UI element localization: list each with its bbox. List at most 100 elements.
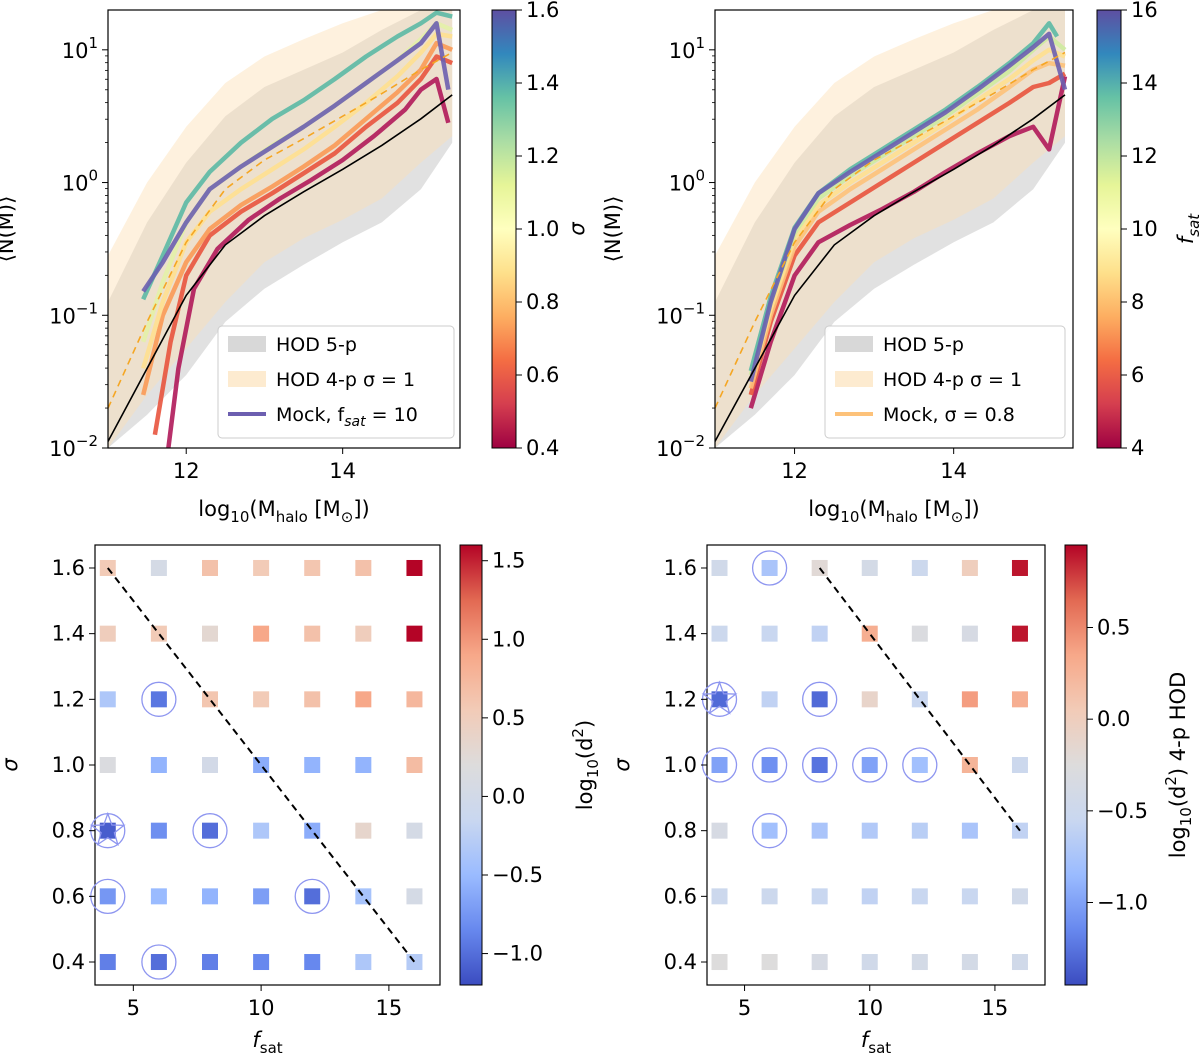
legend-label: HOD 5-p: [883, 334, 964, 356]
heatmap-cell: [711, 559, 728, 576]
heatmap-cell: [1011, 625, 1028, 642]
colorbar-gradient: [459, 544, 483, 986]
colorbar-label: log10(d2) 4-p HOD: [1162, 672, 1195, 859]
heatmap-cell: [811, 691, 828, 708]
heatmap-cell: [711, 954, 728, 971]
best-fit-star: [701, 680, 738, 715]
heatmap-cell: [761, 757, 778, 773]
colorbar-tick-label: 1.0: [526, 217, 559, 241]
y-tick-label: 1.0: [664, 753, 697, 777]
y-tick-label: 0.4: [664, 950, 697, 974]
best-fit-circle: [751, 813, 788, 849]
heatmap-cell: [406, 888, 423, 905]
heatmap-cell: [761, 888, 778, 905]
colorbar-tick-label: 0.5: [492, 706, 525, 730]
heatmap-cell: [304, 625, 321, 642]
x-axis-label: log10(Mhalo [M⊙]): [808, 497, 979, 526]
heatmap-cell: [861, 888, 878, 905]
colorbar-label: σ: [565, 222, 589, 236]
ref-line-black: [715, 94, 1066, 442]
legend-swatch: [228, 371, 266, 387]
heatmap-cell: [911, 691, 928, 708]
heatmap-cell: [761, 822, 778, 839]
heatmap-cell: [253, 888, 270, 905]
heatmap-cell: [253, 822, 270, 839]
heatmap-cell: [202, 822, 218, 839]
heatmap-cell: [406, 822, 423, 839]
heatmap-cell: [761, 691, 778, 708]
legend-swatch: [835, 371, 873, 387]
heatmap-cell: [911, 625, 928, 642]
y-tick-label: 1.4: [664, 622, 697, 646]
legend-label: HOD 4-p σ = 1: [276, 369, 415, 391]
colorbar-gradient: [491, 9, 517, 449]
legend-label: Mock, fsat = 10: [276, 404, 418, 430]
colorbar-label: fsat: [1174, 213, 1200, 244]
heatmap-cell: [150, 757, 167, 773]
y-tick-label: 101: [62, 34, 98, 63]
y-tick-label: 100: [669, 167, 705, 196]
heatmap-cell: [961, 625, 978, 642]
heatmap-cell: [202, 757, 218, 773]
x-tick-label: 14: [329, 459, 356, 483]
colorbar-tick-label: 0.6: [526, 363, 559, 387]
heatmap-cell: [861, 691, 878, 708]
heatmap-cell: [355, 691, 372, 708]
x-tick-label: 5: [127, 996, 140, 1020]
series-line: [748, 71, 1067, 396]
colorbar-label: log10(d2): [569, 720, 602, 810]
heatmap-cell: [253, 954, 270, 971]
heatmap-cell: [811, 888, 828, 905]
x-tick-label: 12: [173, 459, 200, 483]
heatmap-cell: [304, 888, 321, 905]
heatmap-cell: [150, 888, 167, 905]
y-axis-label: σ: [0, 758, 22, 772]
heatmap-cell: [961, 757, 978, 773]
y-tick-label: 1.2: [52, 687, 85, 711]
series-line: [166, 76, 451, 448]
heatmap-cell: [911, 822, 928, 839]
colorbar-gradient: [1064, 544, 1088, 986]
heatmap-cell: [861, 822, 878, 839]
colorbar-tick-label: 0.5: [1097, 616, 1130, 640]
x-axis-label: fsat: [252, 1028, 282, 1057]
heatmap-cell: [253, 559, 270, 576]
plot-area: [108, 10, 454, 448]
x-tick-label: 12: [781, 459, 808, 483]
band-hod-4-p: [715, 10, 1065, 448]
y-tick-label: 0.6: [664, 884, 697, 908]
y-tick-label: 0.4: [52, 950, 85, 974]
heatmap-cell: [150, 822, 167, 839]
heatmap-cell: [911, 559, 928, 576]
x-tick-label: 10: [248, 996, 275, 1020]
x-tick-label: 15: [376, 996, 403, 1020]
heatmap-cell: [711, 757, 728, 773]
heatmap-cell: [861, 559, 878, 576]
y-tick-label: 10−2: [49, 432, 98, 461]
y-tick-label: 0.8: [52, 819, 85, 843]
heatmap-cell: [1011, 691, 1028, 708]
colorbar-tick-label: −0.5: [492, 863, 543, 887]
legend-box: [824, 325, 1066, 439]
colorbar-tick-label: 6: [1131, 363, 1144, 387]
axes-frame: [714, 9, 1074, 449]
heatmap-cell: [861, 625, 878, 642]
heatmap-cell: [811, 625, 828, 642]
heatmap-cell: [150, 691, 167, 708]
heatmap-cell: [355, 954, 372, 971]
legend-label: Mock, σ = 0.8: [883, 404, 1015, 426]
best-fit-circle: [902, 747, 938, 783]
colorbar-tick-label: 10: [1131, 217, 1158, 241]
colorbar-gradient: [1096, 9, 1122, 449]
heatmap-cell: [961, 691, 978, 708]
x-axis-label: fsat: [861, 1028, 891, 1057]
colorbar-tick-label: 1.4: [526, 71, 559, 95]
colorbar-tick-label: 1.6: [526, 0, 559, 22]
heatmap-cell: [811, 757, 828, 773]
best-fit-circle: [192, 813, 228, 849]
heatmap-cell: [150, 559, 167, 576]
y-axis-label: ⟨N(M)⟩: [601, 196, 625, 263]
heatmap-cell: [961, 822, 978, 839]
axes-frame: [107, 9, 461, 449]
heatmap-cell: [1011, 888, 1028, 905]
